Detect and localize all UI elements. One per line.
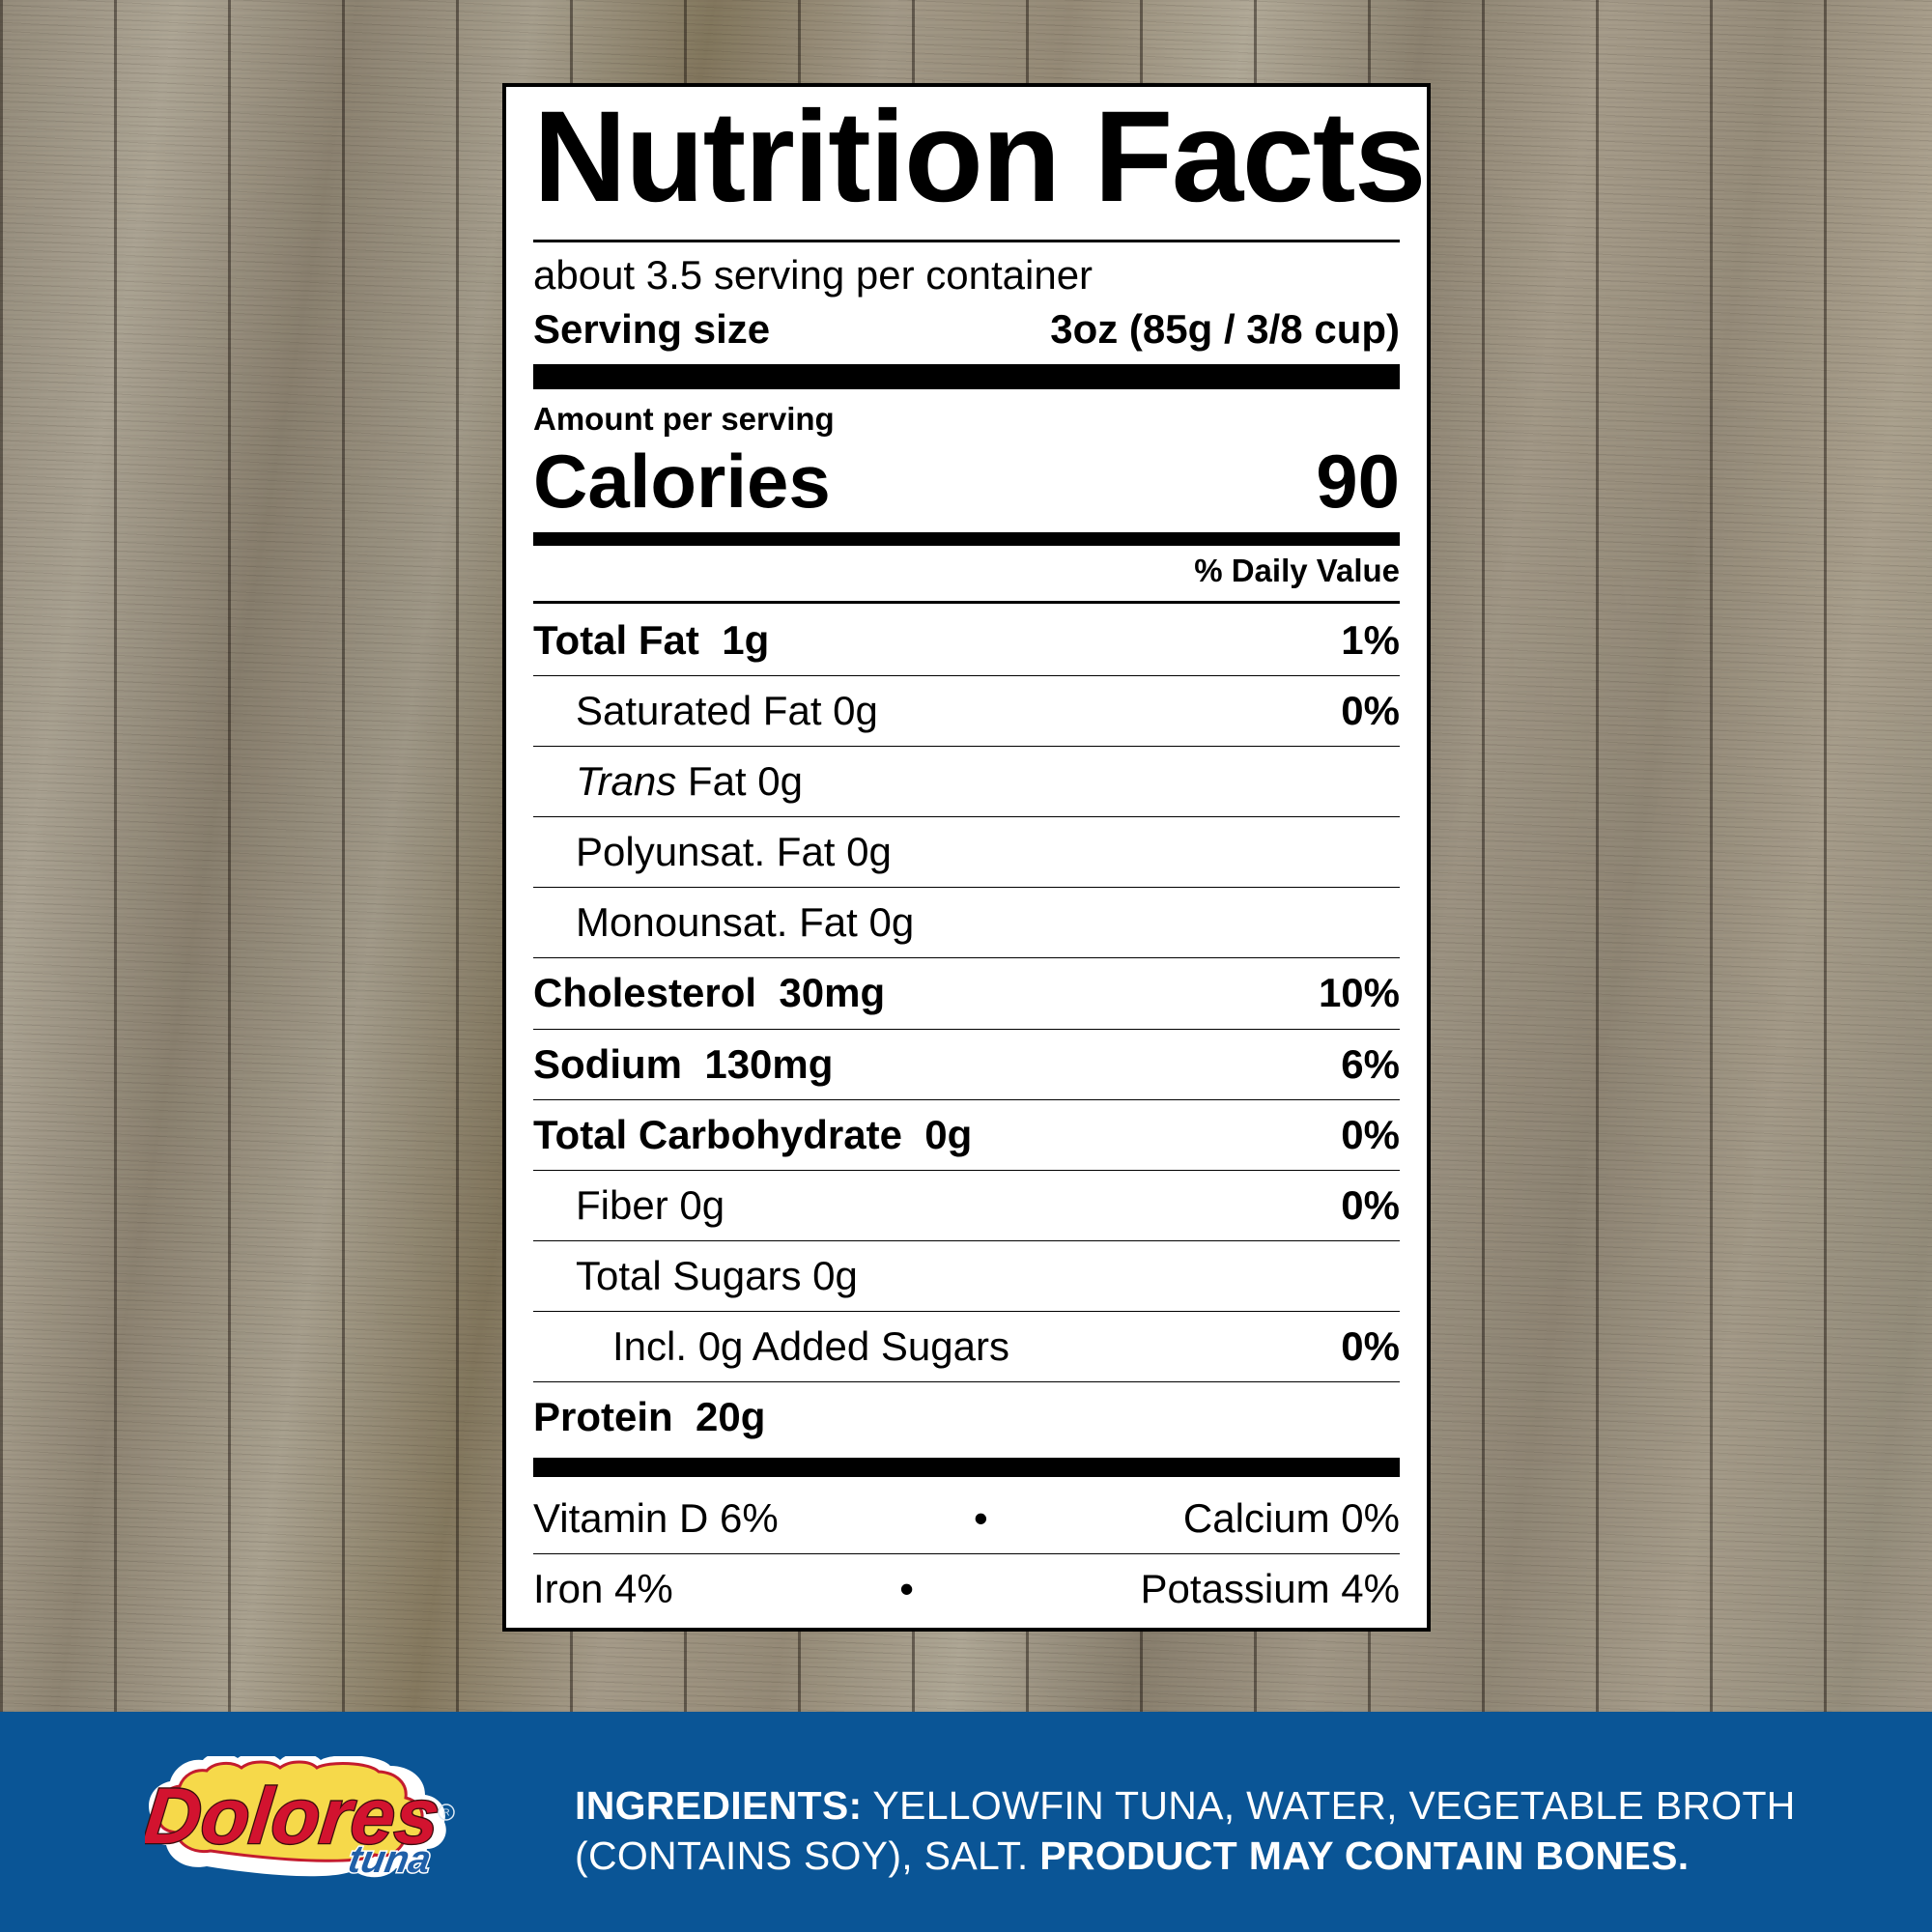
- svg-text:R: R: [442, 1808, 449, 1819]
- svg-text:tuna: tuna: [345, 1837, 434, 1881]
